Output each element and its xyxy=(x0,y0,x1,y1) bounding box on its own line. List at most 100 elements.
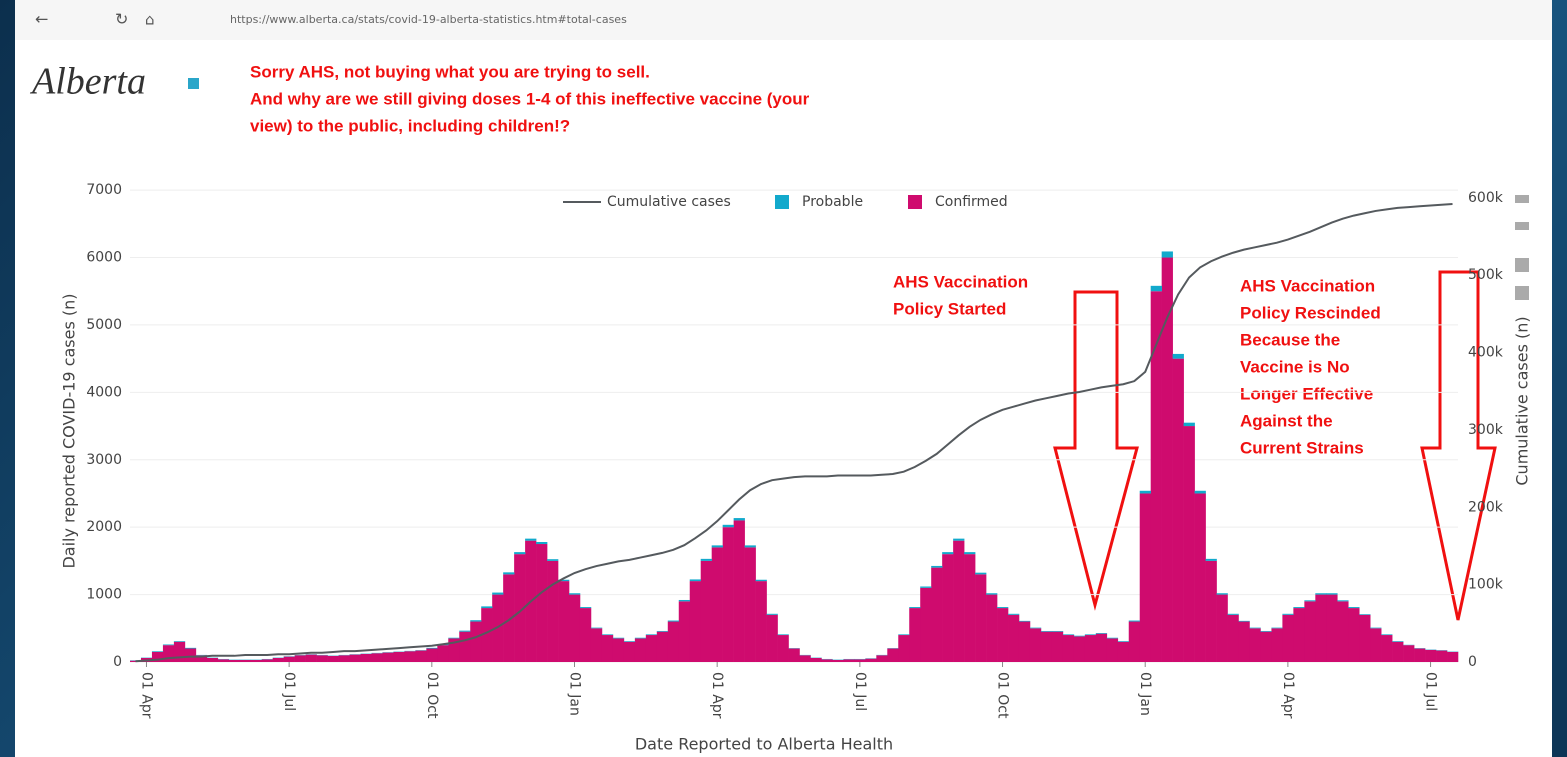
url[interactable]: https://www.alberta.ca/stats/covid-19-al… xyxy=(230,13,627,26)
bar xyxy=(1425,649,1437,662)
bar xyxy=(777,635,789,662)
bar xyxy=(448,637,460,639)
bar xyxy=(1117,641,1130,642)
bar xyxy=(1260,630,1272,632)
reload-button[interactable]: ↻ xyxy=(115,10,128,29)
bar xyxy=(612,638,625,662)
bar xyxy=(1359,614,1371,615)
y-tick-label: 6000 xyxy=(86,250,122,266)
bar xyxy=(426,648,438,662)
bar xyxy=(1216,594,1228,662)
x-tick-label: 01 Jan xyxy=(566,672,582,716)
back-button[interactable]: ← xyxy=(35,10,48,29)
bar xyxy=(766,613,778,615)
bar xyxy=(1029,628,1042,662)
legend-label: Cumulative cases xyxy=(607,194,731,210)
bar xyxy=(503,572,515,575)
x-tick-label: 01 Jul xyxy=(1423,672,1439,711)
bar xyxy=(997,608,1009,662)
bar xyxy=(1029,627,1042,629)
bar xyxy=(821,659,833,662)
y-tick-label: 0 xyxy=(113,654,122,670)
bar xyxy=(404,651,416,662)
bar xyxy=(162,645,175,662)
bar xyxy=(1008,613,1020,615)
arrow xyxy=(1053,290,1139,611)
bar xyxy=(942,552,954,555)
y-tick-label: 1000 xyxy=(86,587,122,603)
bar xyxy=(1216,593,1228,595)
bar xyxy=(1293,607,1305,609)
x-tick-label: 01 Oct xyxy=(995,672,1011,719)
bar xyxy=(931,565,943,568)
arrow xyxy=(1420,270,1497,621)
bar xyxy=(755,581,767,662)
bar xyxy=(656,631,669,662)
bar xyxy=(1018,621,1031,662)
bar xyxy=(1392,641,1404,642)
bar xyxy=(920,587,932,662)
bar xyxy=(1172,358,1184,662)
bar xyxy=(667,620,680,622)
bar xyxy=(470,621,482,662)
bar xyxy=(986,594,998,662)
bar xyxy=(503,574,515,662)
bar xyxy=(481,608,493,662)
bar xyxy=(1183,426,1195,662)
bar xyxy=(1084,635,1097,662)
bar xyxy=(1106,638,1119,662)
bar xyxy=(437,645,449,662)
bar xyxy=(349,654,361,662)
x-tick-label: 01 Jul xyxy=(281,672,297,711)
bar xyxy=(931,567,943,662)
bar xyxy=(964,552,976,555)
y-tick-label: 3000 xyxy=(86,452,122,468)
bar xyxy=(1205,558,1217,561)
x-tick-label: 01 Apr xyxy=(138,672,154,719)
bar xyxy=(733,520,745,662)
bar xyxy=(514,552,526,555)
bar xyxy=(1205,560,1217,662)
annotation: view) to the public, including children!… xyxy=(250,116,570,135)
bar xyxy=(206,657,219,662)
bar xyxy=(151,651,164,652)
bar xyxy=(909,608,921,662)
bar xyxy=(711,545,723,548)
bar xyxy=(612,637,625,639)
annotation: Sorry AHS, not buying what you are tryin… xyxy=(250,62,650,81)
bar xyxy=(700,560,712,662)
x-tick-label: 01 Jan xyxy=(1137,672,1153,716)
bar xyxy=(645,635,658,662)
bar xyxy=(1326,594,1338,662)
bar xyxy=(1008,614,1020,662)
browser-bar xyxy=(15,0,1552,40)
bar xyxy=(195,655,208,662)
bar xyxy=(876,655,888,662)
bar xyxy=(1227,613,1239,615)
bar xyxy=(569,593,581,595)
bar xyxy=(678,601,691,662)
bar xyxy=(1370,628,1382,662)
bar xyxy=(634,637,647,639)
bar xyxy=(1051,631,1064,662)
bar xyxy=(1194,490,1206,494)
bar xyxy=(898,635,910,662)
annotation: Longer Effective xyxy=(1240,384,1373,403)
y2-tick-label: 100k xyxy=(1468,577,1504,593)
y2-tick-label: 0 xyxy=(1468,654,1477,670)
bar xyxy=(1392,641,1404,662)
bar xyxy=(722,524,734,528)
bar xyxy=(887,648,899,662)
line xyxy=(135,202,1453,663)
y2-tick-label: 200k xyxy=(1468,499,1504,515)
bar xyxy=(1447,651,1459,662)
bar xyxy=(601,634,614,636)
bar xyxy=(1271,628,1283,662)
bar xyxy=(1150,291,1162,662)
home-button[interactable]: ⌂ xyxy=(145,11,155,29)
bar xyxy=(1337,601,1349,662)
bar xyxy=(1315,593,1327,595)
y-tick-label: 5000 xyxy=(86,317,122,333)
annotation: Policy Started xyxy=(893,299,1006,318)
